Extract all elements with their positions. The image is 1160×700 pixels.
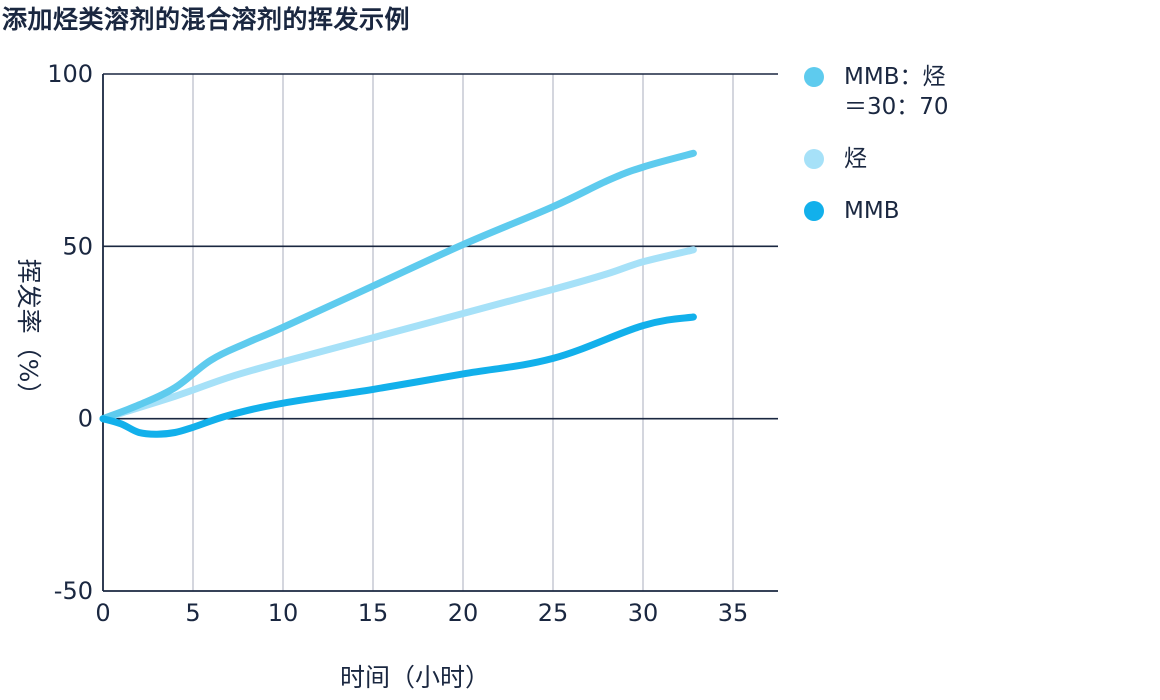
axes [102,74,778,592]
legend-label-hydrocarbon: 烃 [844,146,867,172]
legend: MMB：烃 ＝30：70 烃 MMB [804,62,994,226]
legend-item-mmb: MMB [804,196,994,226]
y-tick-label-50: 50 [62,232,93,260]
x-axis-label: 时间（小时） [340,663,490,692]
legend-marker-mix [804,67,824,87]
legend-marker-mmb [804,201,824,221]
series-line-mmb [99,313,697,438]
y-tick-label-0: 0 [78,405,93,433]
x-tick-label-15: 15 [358,599,389,627]
series-lines [99,149,697,438]
x-tick-label-5: 5 [185,599,200,627]
x-tick-label-0: 0 [95,599,110,627]
grid-lines [103,73,778,591]
x-tick-label-35: 35 [718,599,749,627]
y-axis-label: 挥发率（%） [14,259,43,408]
legend-item-mix: MMB：烃 ＝30：70 [804,62,994,122]
legend-label-mix: MMB：烃 ＝30：70 [844,64,949,120]
x-tick-label-20: 20 [448,599,479,627]
x-tick-label-10: 10 [268,599,299,627]
x-tick-label-25: 25 [538,599,569,627]
series-line-mix [99,149,697,423]
x-tick-label-30: 30 [628,599,659,627]
y-tick-label-100: 100 [47,60,93,88]
legend-marker-hydrocarbon [804,149,824,169]
series-line-hydrocarbon [99,246,697,423]
chart-title: 添加烃类溶剂的混合溶剂的挥发示例 [2,5,411,34]
y-tick-label--50: -50 [54,577,93,605]
legend-label-mmb: MMB [844,198,900,224]
legend-item-hydrocarbon: 烃 [804,144,994,174]
